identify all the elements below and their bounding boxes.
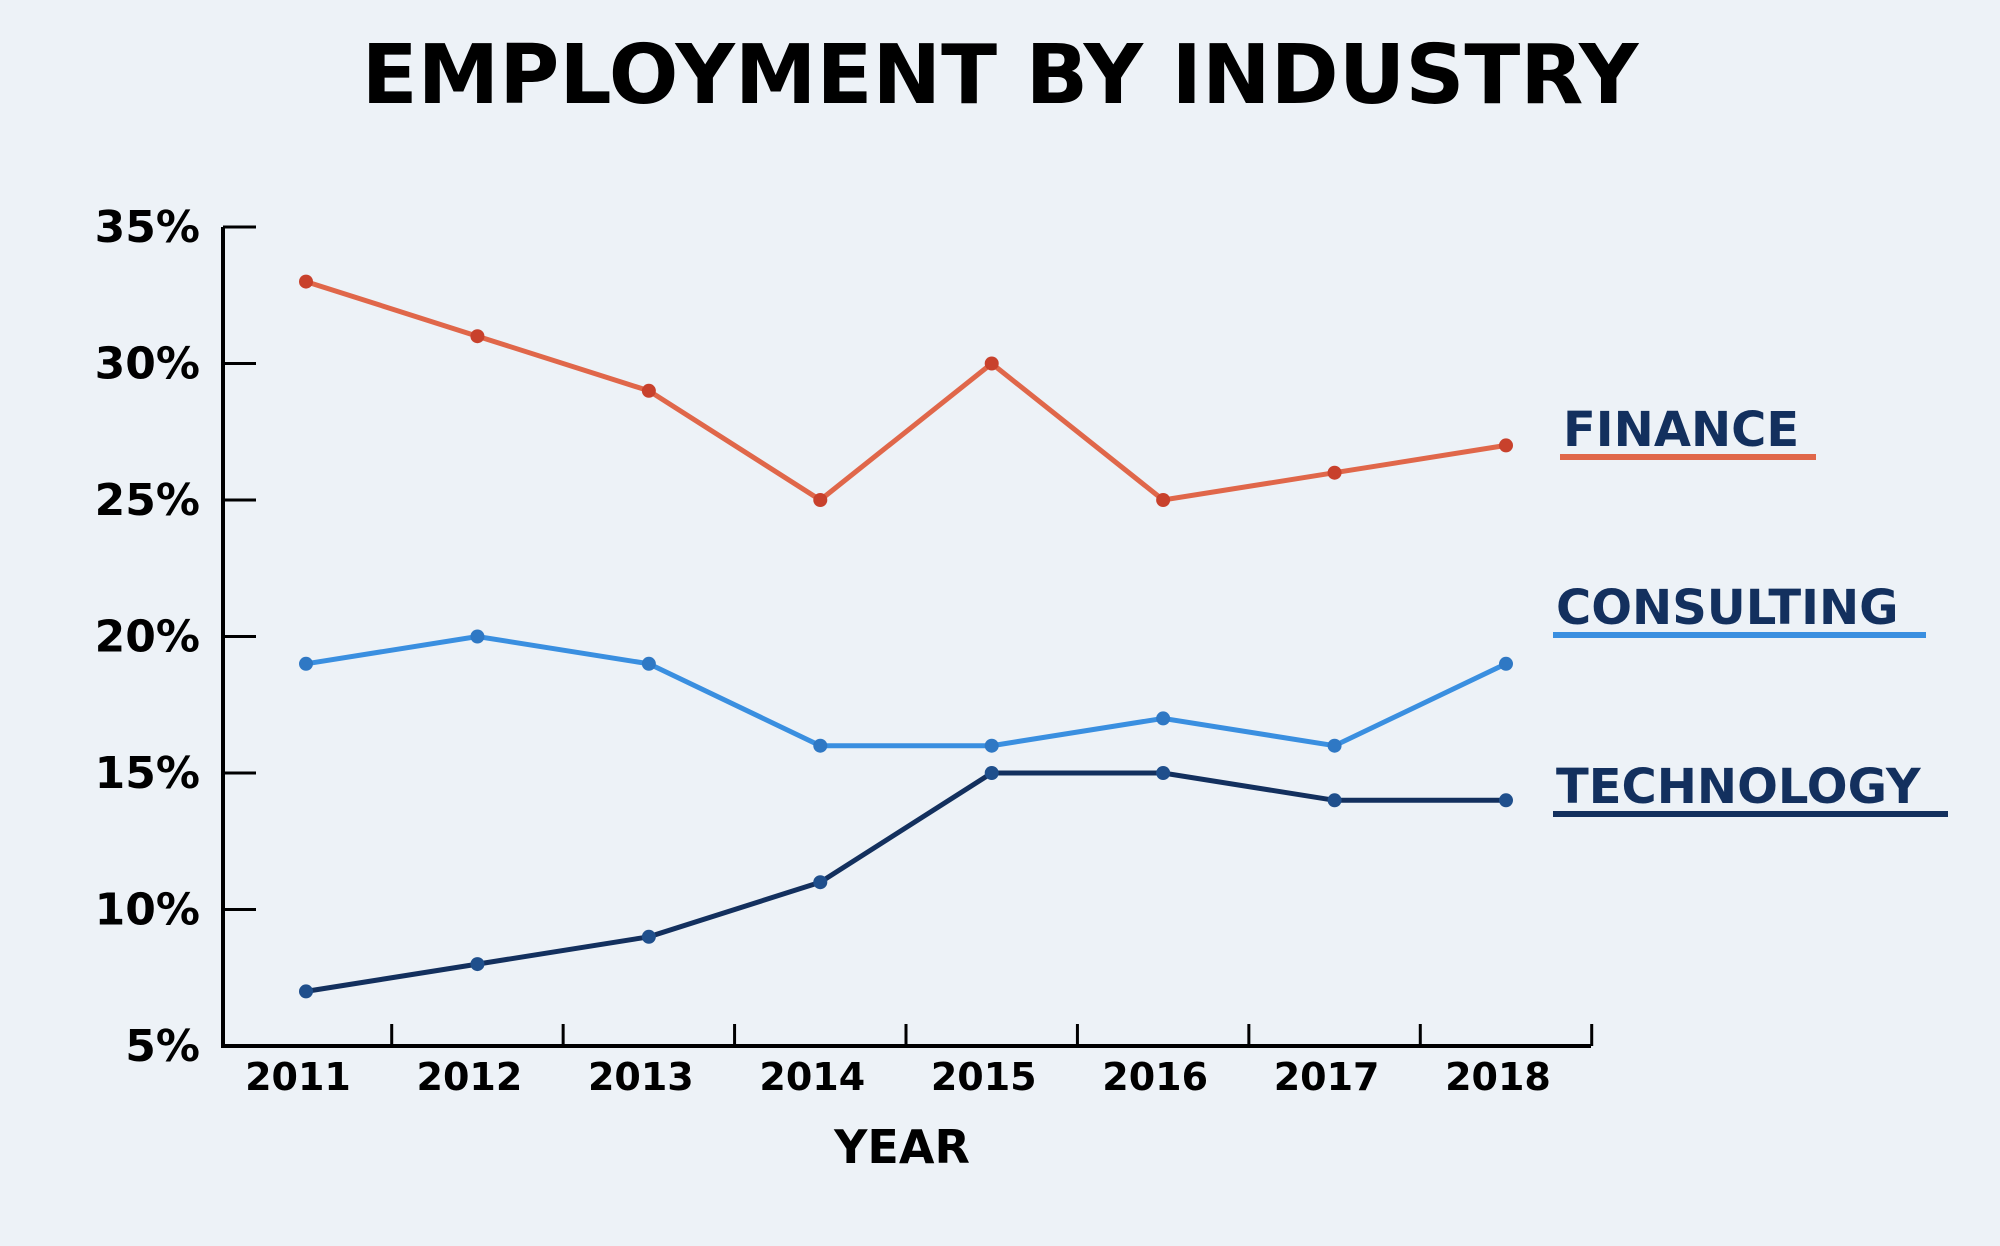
data-point [299,274,313,289]
x-tick-label: 2014 [759,1055,865,1099]
data-point [641,929,656,944]
data-point [1499,793,1513,808]
legend-label-consulting: CONSULTING [1556,580,1899,636]
data-point [813,875,828,890]
legend-label-technology: TECHNOLOGY [1556,759,1922,815]
x-tick-label: 2012 [417,1055,523,1099]
x-tick-label: 2015 [931,1055,1037,1099]
data-point [984,356,999,371]
data-point [1327,465,1342,480]
legend-label-finance: FINANCE [1563,402,1799,458]
y-tick-label: 5% [125,1021,200,1072]
series-line [305,279,1507,504]
data-point [813,493,828,507]
series-line [305,770,1506,994]
data-point [1156,493,1171,507]
data-point [984,738,999,753]
x-tick-label: 2018 [1445,1055,1551,1099]
x-tick-label: 2011 [245,1055,351,1099]
series-line [305,633,1508,749]
y-tick-label: 10% [95,885,200,936]
data-point [1327,738,1342,753]
data-point [813,738,828,753]
data-point [299,984,313,999]
chart-title: EMPLOYMENT BY INDUSTRY [362,28,1640,123]
data-point [1499,438,1513,453]
data-point [470,629,485,644]
data-point [1499,656,1513,671]
data-point [1156,711,1171,726]
data-point [470,957,485,972]
y-tick-label: 25% [95,475,200,526]
x-tick-label: 2017 [1274,1055,1380,1099]
data-point [984,766,999,780]
x-axis-label: YEAR [833,1120,970,1174]
data-point [641,656,656,671]
data-point [1156,766,1171,780]
data-point [299,656,313,671]
series-finance [299,274,1513,507]
y-tick-label: 30% [95,339,200,390]
data-point [641,383,656,398]
series-consulting [299,629,1513,753]
x-tick-label: 2013 [588,1055,694,1099]
x-tick-label: 2016 [1102,1055,1208,1099]
y-tick-label: 15% [95,748,200,799]
data-point [470,329,485,344]
series-technology [299,766,1513,999]
data-point [1327,793,1342,808]
y-tick-label: 35% [95,202,200,253]
y-tick-label: 20% [95,612,200,663]
